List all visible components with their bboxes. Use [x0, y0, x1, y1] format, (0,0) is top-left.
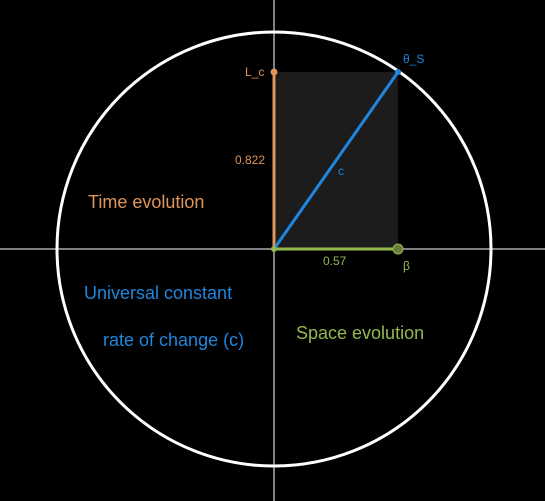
time-value-label: 0.822: [235, 153, 265, 167]
space-value-label: 0.57: [323, 254, 347, 268]
corner-point-label: θ_S: [403, 52, 424, 66]
corner-point[interactable]: [395, 69, 401, 75]
unit-circle: [55, 30, 493, 468]
space-evolution-label: Space evolution: [296, 323, 424, 343]
constant-label-line1: Universal constant: [84, 283, 232, 303]
hypotenuse-label: c: [338, 164, 344, 178]
time-point[interactable]: [270, 68, 278, 76]
space-point[interactable]: [392, 243, 404, 255]
hypotenuse-c: [272, 71, 400, 250]
right-point-label: β: [403, 259, 410, 273]
time-evolution-label: Time evolution: [88, 192, 204, 212]
constant-label-line2: rate of change (c): [103, 330, 244, 350]
top-point-label: L_c: [245, 65, 264, 79]
origin-point[interactable]: [271, 246, 277, 252]
